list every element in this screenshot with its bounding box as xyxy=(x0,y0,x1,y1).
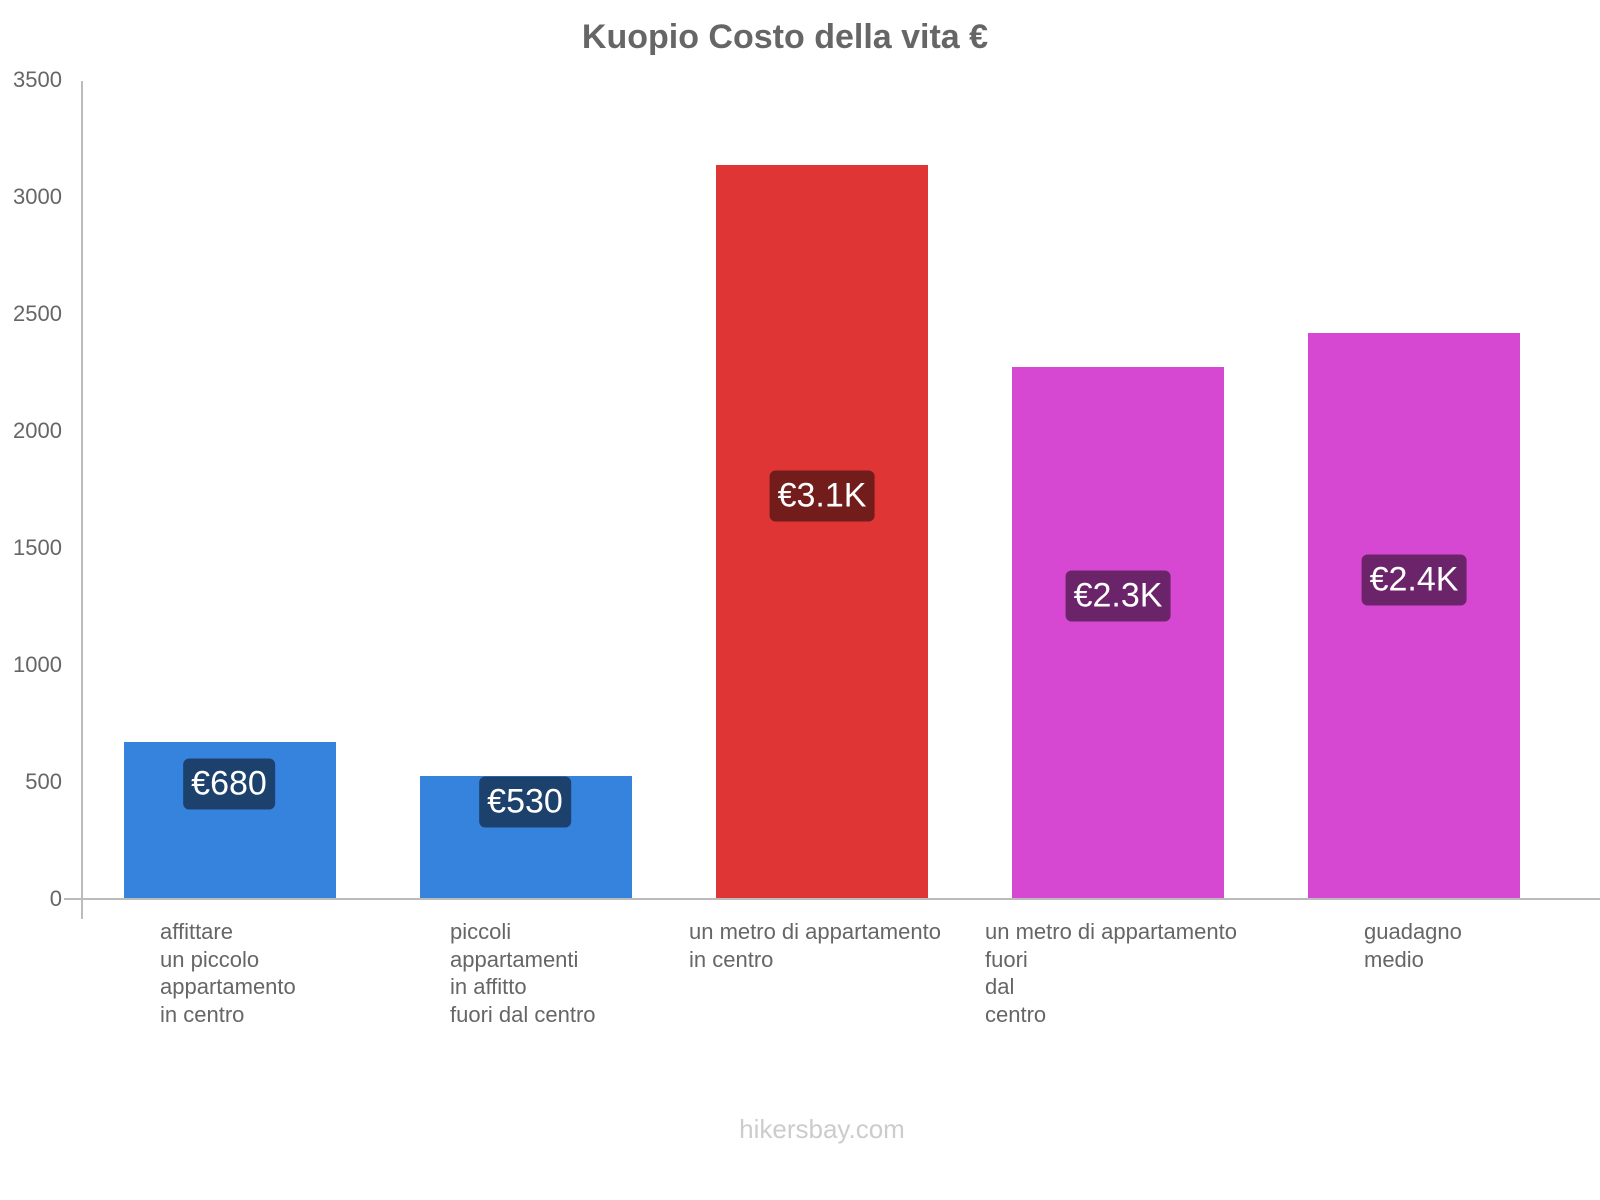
y-tick-label: 1500 xyxy=(13,535,62,560)
y-axis-line xyxy=(81,81,83,919)
y-tick-label: 500 xyxy=(25,769,62,794)
x-tick-label: un metro di appartamento in centro xyxy=(689,919,941,972)
y-tick-label: 0 xyxy=(49,886,62,911)
value-label: €2.3K xyxy=(1065,570,1171,622)
value-label: €3.1K xyxy=(769,470,875,522)
x-tick-label: piccoli appartamenti in affitto fuori da… xyxy=(450,919,596,1027)
chart-title: Kuopio Costo della vita € xyxy=(581,18,989,56)
bar-sqm-outside[interactable] xyxy=(1012,367,1224,899)
y-tick-label: 3000 xyxy=(13,184,62,209)
value-label: €530 xyxy=(479,776,571,828)
value-label: €2.4K xyxy=(1361,554,1467,606)
x-axis-line xyxy=(64,898,1600,900)
x-tick-label: affittare un piccolo appartamento in cen… xyxy=(160,919,296,1027)
bar-sqm-center[interactable] xyxy=(716,165,928,899)
footer-watermark: hikersbay.com xyxy=(739,1114,905,1144)
x-tick-label: guadagno medio xyxy=(1364,919,1462,972)
y-tick-label: 3500 xyxy=(13,67,62,92)
y-tick-label: 2000 xyxy=(13,418,62,443)
y-tick-label: 1000 xyxy=(13,652,62,677)
x-tick-label: un metro di appartamento fuori dal centr… xyxy=(985,919,1237,1027)
y-tick-label: 2500 xyxy=(13,301,62,326)
value-label: €680 xyxy=(183,758,275,810)
bar-average-salary[interactable] xyxy=(1308,333,1520,899)
